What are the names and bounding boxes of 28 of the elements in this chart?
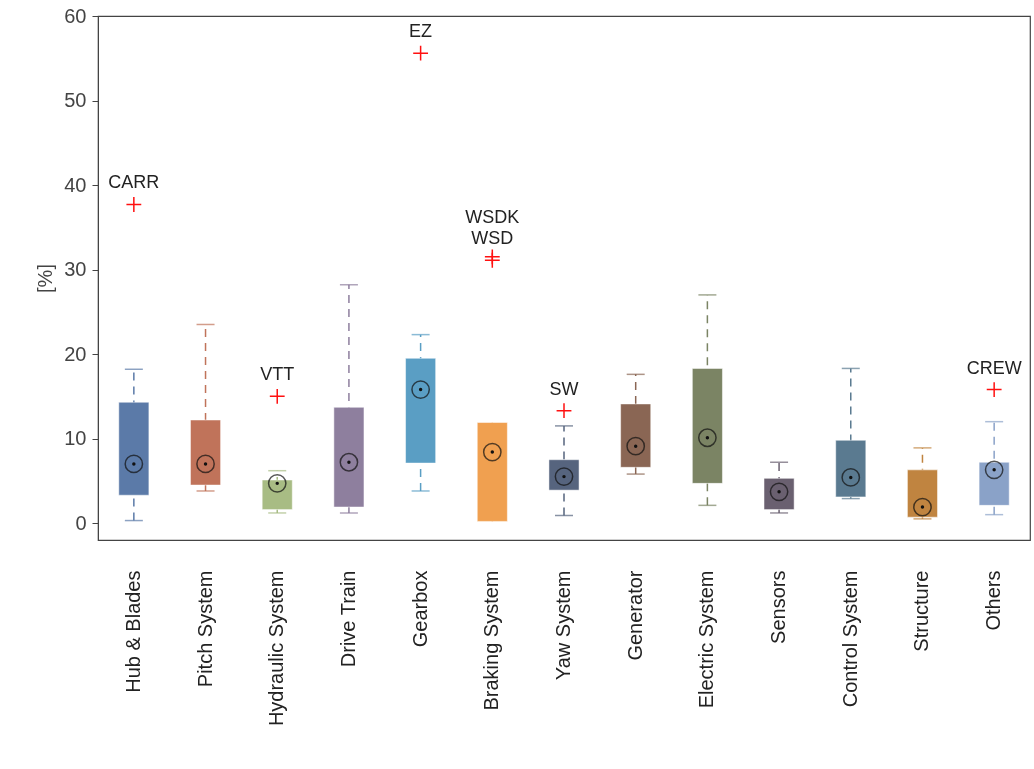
x-tick-label: Control System <box>838 570 861 708</box>
y-tick-label: 0 <box>75 511 87 534</box>
y-tick-label: 10 <box>64 427 87 450</box>
y-tick-label: 30 <box>64 258 87 281</box>
annotation: WSD <box>471 228 514 249</box>
annotation: SW <box>549 378 579 399</box>
y-tick-label: 20 <box>64 342 87 365</box>
y-tick-label: 40 <box>64 173 87 196</box>
x-tick-label: Others <box>982 570 1005 631</box>
x-tick-label: Electric System <box>695 570 718 709</box>
y-axis-title: [%] <box>34 264 57 293</box>
x-tick-label: Structure <box>910 570 933 652</box>
x-tick-label: Braking System <box>480 570 503 711</box>
x-tick-label: Drive Train <box>336 570 359 668</box>
x-tick-label: Generator <box>623 570 646 661</box>
x-tick-label: Yaw System <box>552 570 574 681</box>
annotation: VTT <box>260 364 295 385</box>
y-tick-label: 50 <box>64 89 87 112</box>
x-tick-label: Hydraulic System <box>265 570 288 727</box>
annotation: CREW <box>966 357 1022 378</box>
annotation: EZ <box>409 21 433 42</box>
x-tick-label: Sensors <box>767 570 790 644</box>
annotation: WSDK <box>465 206 520 227</box>
annotation: CARR <box>108 172 160 193</box>
y-tick-label: 60 <box>64 4 87 27</box>
x-tick-label: Pitch System <box>193 570 216 688</box>
x-tick-label: Gearbox <box>408 570 431 648</box>
x-tick-label: Hub & Blades <box>121 570 144 693</box>
